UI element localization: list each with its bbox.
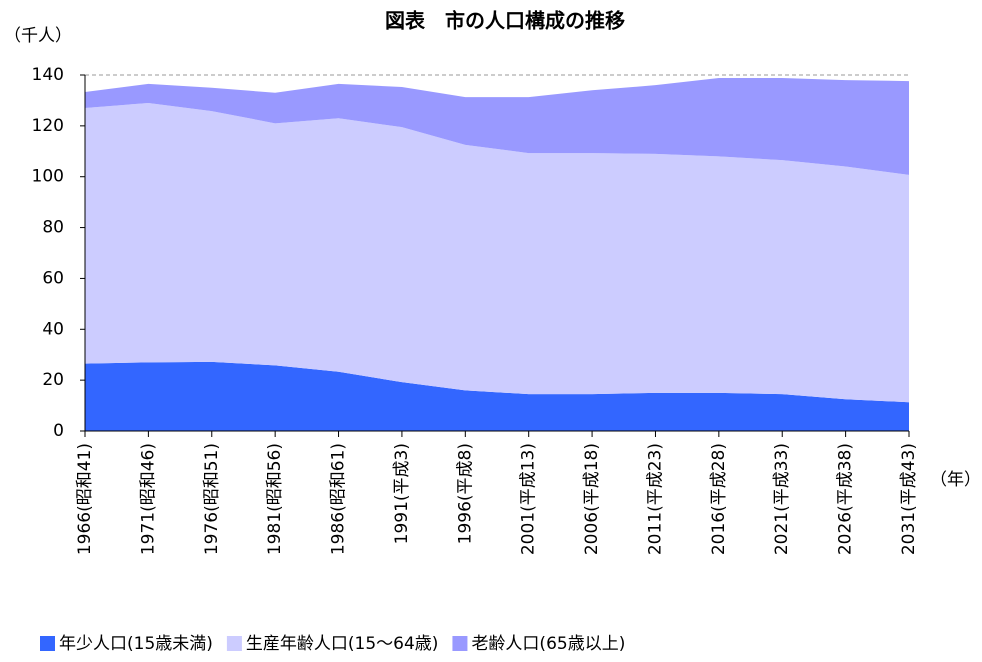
legend-swatch: [452, 636, 468, 651]
y-tick-label: 140: [32, 65, 64, 85]
x-tick-label: 1991(平成3): [392, 443, 412, 544]
area: [85, 78, 909, 175]
legend-label: 年少人口(15歳未満): [59, 634, 213, 654]
y-tick-label: 60: [42, 268, 64, 288]
area: [85, 102, 909, 403]
area: [85, 361, 909, 431]
x-tick-label: 2016(平成28): [709, 443, 729, 555]
y-tick-label: 120: [32, 116, 64, 136]
y-tick-label: 100: [32, 167, 64, 187]
x-tick-label: 2026(平成38): [836, 443, 856, 555]
x-tick-label: 2001(平成13): [519, 443, 539, 555]
x-tick-label: 1966(昭和41): [75, 443, 95, 555]
y-tick-label: 20: [42, 370, 64, 390]
y-tick-label: 0: [53, 421, 64, 441]
x-tick-label: 1996(平成8): [455, 443, 475, 544]
legend-label: 生産年齢人口(15～64歳): [246, 634, 439, 654]
legend-label: 老齢人口(65歳以上): [471, 634, 625, 654]
y-axis-label: （千人）: [4, 26, 72, 46]
x-tick-label: 1981(昭和56): [265, 443, 285, 555]
x-tick-label: 2011(平成23): [645, 443, 665, 555]
legend-swatch: [40, 636, 55, 651]
x-tick-label: 2006(平成18): [582, 443, 602, 555]
y-tick-label: 40: [42, 319, 64, 339]
y-tick-label: 80: [42, 218, 64, 238]
x-tick-label: 1986(昭和61): [329, 443, 349, 555]
legend-swatch: [226, 636, 242, 651]
chart-title: 図表 市の人口構成の推移: [385, 9, 625, 33]
x-axis-label: （年）: [930, 470, 981, 490]
x-tick-label: 1971(昭和46): [138, 443, 158, 555]
x-tick-label: 2031(平成43): [899, 443, 919, 555]
x-tick-label: 2021(平成33): [772, 443, 792, 555]
x-tick-label: 1976(昭和51): [202, 443, 222, 555]
